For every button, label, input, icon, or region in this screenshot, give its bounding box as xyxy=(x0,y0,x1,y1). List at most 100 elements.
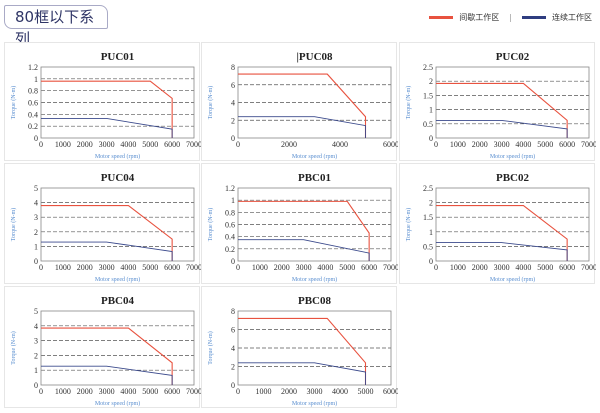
x-tick-label: 6000 xyxy=(164,140,180,149)
continuous-torque-line xyxy=(41,365,173,385)
x-axis-label: Motor speed (rpm) xyxy=(292,400,337,407)
x-tick-label: 1000 xyxy=(450,263,466,272)
y-tick-label: 0.2 xyxy=(28,122,38,131)
continuous-torque-line xyxy=(238,362,366,385)
y-axis-label: Torque (N-m) xyxy=(207,208,214,241)
chart-title: PUC02 xyxy=(496,51,530,63)
y-tick-label: 0 xyxy=(231,134,235,143)
y-tick-label: 6 xyxy=(231,81,235,90)
chart-title: PBC04 xyxy=(101,295,135,307)
y-tick-label: 1 xyxy=(429,106,433,115)
chart-card-pbc02: PBC02 0 0.5 1 1.5 2 2.5 0 1000 2000 3000 4000 5000 60… xyxy=(399,163,596,284)
x-tick-label: 7000 xyxy=(383,263,398,272)
chart-title: PBC08 xyxy=(298,295,332,307)
plot-frame xyxy=(435,66,590,139)
y-tick-label: 5 xyxy=(34,184,38,193)
legend-swatch-continuous xyxy=(522,16,546,19)
y-tick-label: 4 xyxy=(34,322,38,331)
x-tick-label: 2000 xyxy=(77,387,93,396)
y-axis-label: Torque (N-m) xyxy=(10,208,17,241)
y-tick-label: 0 xyxy=(34,257,38,266)
x-tick-label: 3000 xyxy=(307,387,323,396)
x-tick-label: 6000 xyxy=(361,263,377,272)
y-tick-label: 1.2 xyxy=(28,63,38,72)
x-tick-label: 4000 xyxy=(120,140,136,149)
y-tick-label: 1 xyxy=(429,228,433,237)
y-tick-label: 1 xyxy=(34,75,38,84)
plot-frame xyxy=(237,66,392,139)
y-axis-label: Torque (N-m) xyxy=(10,86,17,119)
x-tick-label: 0 xyxy=(39,263,43,272)
plot-frame xyxy=(435,187,590,262)
y-tick-label: 2 xyxy=(34,351,38,360)
legend-separator: | xyxy=(509,13,512,22)
y-tick-label: 0.5 xyxy=(423,242,433,251)
y-tick-label: 4 xyxy=(231,99,235,108)
x-tick-label: 3000 xyxy=(99,387,115,396)
x-tick-label: 4000 xyxy=(515,140,531,149)
y-tick-label: 0 xyxy=(34,134,38,143)
continuous-torque-line xyxy=(41,241,173,261)
peak-torque-line xyxy=(436,82,568,138)
x-axis-label: Motor speed (rpm) xyxy=(95,153,140,160)
peak-torque-line xyxy=(238,73,367,138)
y-tick-label: 0 xyxy=(429,134,433,143)
x-tick-label: 6000 xyxy=(383,140,398,149)
y-tick-label: 2 xyxy=(429,199,433,208)
chart: |PUC08 0 2 4 6 8 0 2000 4000 6000 Motor speed (rpm… xyxy=(207,51,398,160)
x-tick-label: 2000 xyxy=(281,387,297,396)
x-tick-label: 3000 xyxy=(99,263,115,272)
x-tick-label: 5000 xyxy=(142,140,158,149)
y-tick-label: 6 xyxy=(231,326,235,335)
x-tick-label: 0 xyxy=(39,387,43,396)
y-tick-label: 0 xyxy=(231,381,235,390)
x-tick-label: 6000 xyxy=(164,263,180,272)
y-tick-label: 3 xyxy=(34,337,38,346)
y-tick-label: 0.6 xyxy=(225,221,235,230)
y-tick-label: 0.2 xyxy=(225,245,235,254)
x-tick-label: 2000 xyxy=(77,263,93,272)
chart-title: PUC01 xyxy=(101,51,135,63)
x-tick-label: 5000 xyxy=(142,263,158,272)
y-axis-label: Torque (N-m) xyxy=(10,331,17,364)
x-tick-label: 4000 xyxy=(120,263,136,272)
x-tick-label: 0 xyxy=(236,140,240,149)
y-tick-label: 0 xyxy=(429,257,433,266)
plot-frame xyxy=(40,310,195,386)
x-tick-label: 5000 xyxy=(339,263,355,272)
y-tick-label: 1.5 xyxy=(423,213,433,222)
x-tick-label: 6000 xyxy=(164,387,180,396)
x-tick-label: 5000 xyxy=(358,387,374,396)
chart-card-puc02: PUC02 0 0.5 1 1.5 2 2.5 0 1000 2000 3000 4000 5000 60… xyxy=(399,42,596,161)
y-tick-label: 4 xyxy=(34,199,38,208)
peak-torque-line xyxy=(238,317,367,385)
continuous-torque-line xyxy=(41,118,173,138)
x-tick-label: 0 xyxy=(39,140,43,149)
y-tick-label: 0.4 xyxy=(225,233,235,242)
x-tick-label: 7000 xyxy=(581,140,596,149)
chart-title: PBC02 xyxy=(496,172,530,184)
y-tick-label: 0 xyxy=(34,381,38,390)
x-tick-label: 1000 xyxy=(450,140,466,149)
x-tick-label: 2000 xyxy=(77,140,93,149)
x-tick-label: 3000 xyxy=(99,140,115,149)
legend: 间歇工作区 | 连续工作区 xyxy=(429,12,592,23)
x-axis-label: Motor speed (rpm) xyxy=(292,153,337,160)
y-tick-label: 1 xyxy=(34,242,38,251)
x-axis-label: Motor speed (rpm) xyxy=(292,276,337,283)
x-tick-label: 5000 xyxy=(142,387,158,396)
x-tick-label: 3000 xyxy=(296,263,312,272)
x-axis-label: Motor speed (rpm) xyxy=(490,276,535,283)
y-tick-label: 2.5 xyxy=(423,184,433,193)
y-axis-label: Torque (N-m) xyxy=(405,208,412,241)
plot-frame xyxy=(237,187,392,262)
y-tick-label: 0 xyxy=(231,257,235,266)
peak-torque-line xyxy=(41,80,173,138)
chart-card-puc08: |PUC08 0 2 4 6 8 0 2000 4000 6000 Motor speed (rpm… xyxy=(201,42,398,161)
legend-label-peak: 间歇工作区 xyxy=(459,13,500,22)
chart: PBC08 0 2 4 6 8 0 1000 2000 3000 4000 5000 6000 Motor… xyxy=(207,295,398,407)
chart-card-pbc08: PBC08 0 2 4 6 8 0 1000 2000 3000 4000 5000 6000 Motor… xyxy=(201,286,398,408)
y-tick-label: 2.5 xyxy=(423,63,433,72)
